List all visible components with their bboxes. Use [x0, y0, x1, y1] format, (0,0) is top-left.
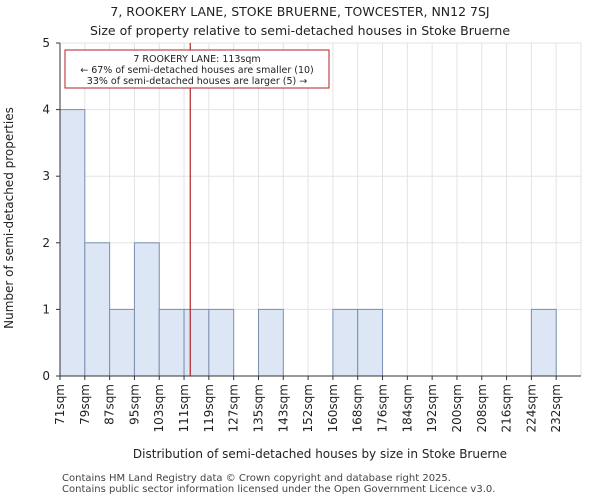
x-tick-label: 184sqm: [400, 384, 414, 432]
x-tick-label: 160sqm: [326, 384, 340, 432]
y-tick-label: 1: [42, 302, 50, 316]
bar-119sqm: [208, 308, 235, 377]
x-tick-label: 87sqm: [103, 384, 117, 425]
chart-subtitle: Size of property relative to semi-detach…: [89, 23, 511, 38]
bar-71sqm: [59, 109, 86, 377]
bar-79sqm: [84, 242, 111, 377]
y-tick-label: 2: [42, 236, 50, 250]
axes: 0 1 2 3 4 5 71sqm 79sqm 87sqm 95sqm 103sqm 111sqm 11…: [42, 36, 581, 432]
bar-160sqm: [332, 308, 359, 377]
y-tick-label: 3: [42, 169, 50, 183]
annotation-box: [64, 49, 330, 89]
x-tick-label: 232sqm: [549, 384, 563, 432]
bar-87sqm: [109, 308, 135, 377]
bar-95sqm: [133, 242, 160, 377]
chart-title: 7, ROOKERY LANE, STOKE BRUERNE, TOWCESTE…: [110, 4, 490, 19]
y-tick-label: 4: [42, 103, 50, 117]
bar-111sqm: [183, 308, 210, 377]
x-tick-label: 224sqm: [524, 384, 538, 432]
x-tick-label: 192sqm: [425, 384, 439, 432]
x-tick-label: 135sqm: [251, 384, 265, 432]
marker: 7 ROOKERY LANE: 113sqm← 67% of semi-deta…: [64, 43, 330, 376]
x-tick-label: 216sqm: [500, 384, 514, 432]
x-tick-label: 127sqm: [227, 384, 241, 432]
annotation-line: ← 67% of semi-detached houses are smalle…: [80, 65, 314, 76]
y-axis-label: Number of semi-detached properties: [2, 107, 16, 329]
x-tick-label: 152sqm: [301, 384, 315, 432]
annotation-line: 33% of semi-detached houses are larger (…: [87, 76, 307, 87]
bars: [59, 109, 557, 377]
bar-135sqm: [257, 308, 284, 377]
footer-line-2: Contains public sector information licen…: [62, 484, 496, 495]
bar-168sqm: [357, 308, 384, 377]
bar-224sqm: [530, 308, 557, 377]
x-tick-label: 168sqm: [351, 384, 365, 432]
footer-line-1: Contains HM Land Registry data © Crown c…: [62, 473, 451, 484]
x-tick-label: 79sqm: [78, 384, 92, 425]
x-tick-label: 95sqm: [127, 384, 141, 425]
y-tick-label: 0: [42, 369, 50, 383]
x-tick-label: 200sqm: [450, 384, 464, 432]
x-tick-label: 111sqm: [177, 384, 191, 432]
y-tick-label: 5: [42, 36, 50, 50]
x-tick-label: 143sqm: [276, 384, 290, 432]
bar-103sqm: [158, 308, 185, 377]
x-tick-label: 176sqm: [376, 384, 390, 432]
x-tick-label: 208sqm: [475, 384, 489, 432]
x-tick-label: 103sqm: [152, 384, 166, 432]
annotation-line: 7 ROOKERY LANE: 113sqm: [133, 54, 260, 65]
x-tick-label: 71sqm: [53, 384, 67, 425]
x-axis-label: Distribution of semi-detached houses by …: [133, 447, 507, 461]
x-tick-label: 119sqm: [202, 384, 216, 432]
